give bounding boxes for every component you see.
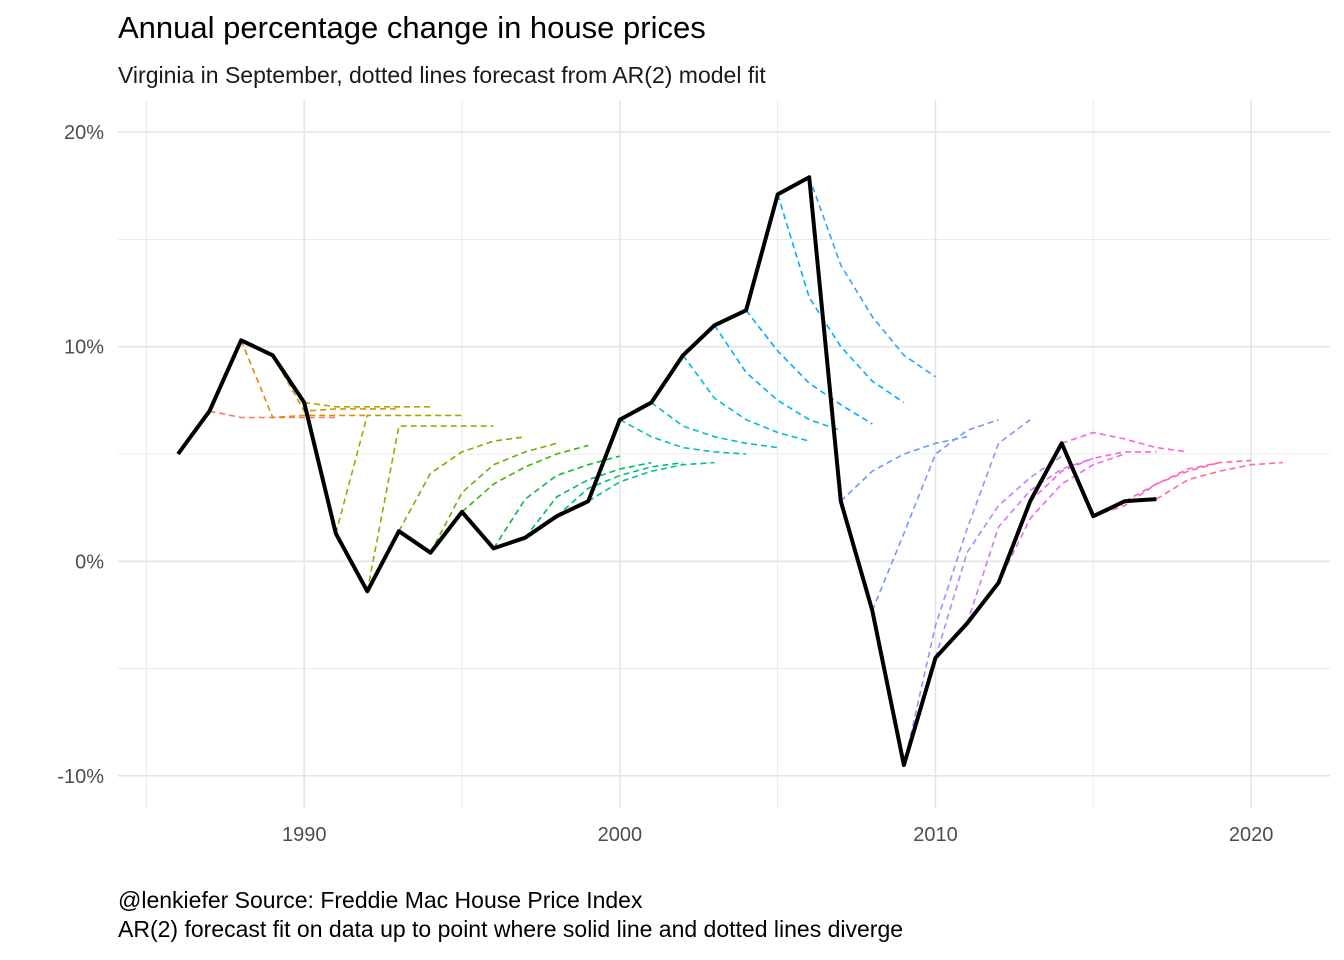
forecast-line-1990	[304, 401, 431, 408]
actual-line	[176, 175, 1157, 768]
forecast-line-2013	[1029, 451, 1157, 502]
x-tick-label: 1990	[282, 824, 327, 846]
x-tick-label: 2000	[598, 824, 643, 846]
forecast-line-2005	[776, 194, 905, 404]
forecast-line-1988	[240, 339, 368, 419]
forecast-line-1991	[335, 414, 462, 534]
forecast-series	[209, 176, 1283, 766]
caption-line-method: AR(2) forecast fit on data up to point w…	[118, 916, 904, 942]
forecast-line-1996	[492, 455, 621, 549]
forecast-line-1992	[366, 425, 494, 592]
chart-plot: 1990 2000 2010 2020 -10% 0% 10% 20%	[57, 100, 1330, 846]
actual-series	[176, 175, 1157, 768]
y-axis-ticks: -10% 0% 10% 20%	[57, 122, 104, 788]
forecast-line-1989	[272, 354, 399, 412]
y-tick-label: 10%	[64, 337, 104, 359]
forecast-line-1994	[429, 442, 557, 554]
chart-caption: @lenkiefer Source: Freddie Mac House Pri…	[118, 886, 903, 944]
major-gridlines	[118, 100, 1330, 808]
forecast-line-1999	[587, 461, 715, 502]
y-tick-label: 0%	[75, 551, 104, 573]
x-axis-ticks: 1990 2000 2010 2020	[282, 824, 1273, 846]
x-tick-label: 2020	[1229, 824, 1274, 846]
forecast-line-2001	[650, 401, 778, 449]
y-tick-label: -10%	[57, 766, 104, 788]
forecast-line-2009	[903, 419, 1031, 766]
chart-subtitle: Virginia in September, dotted lines fore…	[118, 62, 766, 88]
y-tick-label: 20%	[64, 122, 104, 144]
forecast-line-2006	[808, 176, 936, 378]
forecast-line-1995	[461, 444, 589, 513]
forecast-line-2000	[619, 418, 747, 455]
forecast-line-2012	[997, 453, 1126, 584]
forecast-line-1997	[524, 461, 652, 539]
forecast-line-2016	[1124, 459, 1252, 502]
forecast-line-2007	[840, 436, 968, 502]
forecast-line-2008	[871, 418, 999, 611]
forecast-line-2002	[682, 354, 810, 442]
forecast-line-1993	[398, 436, 526, 532]
x-tick-label: 2010	[913, 824, 958, 846]
forecast-line-2014	[1061, 431, 1189, 453]
forecast-line-2004	[745, 309, 873, 425]
forecast-line-2017	[1155, 461, 1283, 500]
forecast-line-2010	[934, 455, 1063, 659]
chart-title: Annual percentage change in house prices	[118, 10, 706, 45]
minor-gridlines	[118, 100, 1330, 808]
caption-line-source: @lenkiefer Source: Freddie Mac House Pri…	[118, 887, 643, 913]
